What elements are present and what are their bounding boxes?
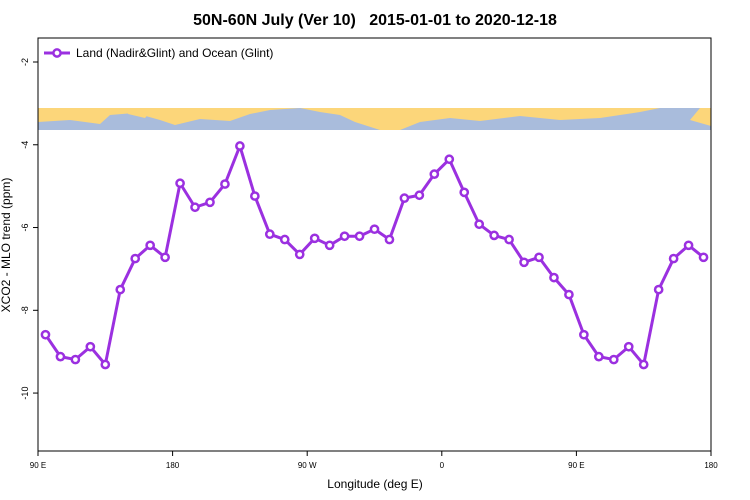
legend-marker xyxy=(52,48,62,58)
data-point xyxy=(534,252,544,263)
data-point xyxy=(160,252,170,263)
data-point xyxy=(55,351,66,362)
data-point xyxy=(175,178,185,189)
data-point xyxy=(354,231,365,242)
data-point xyxy=(324,240,335,251)
y-tick-label: -4 xyxy=(20,141,30,149)
data-point xyxy=(205,197,215,208)
data-point xyxy=(294,249,305,260)
data-point xyxy=(668,253,679,264)
data-point xyxy=(608,354,619,365)
data-point xyxy=(309,233,320,244)
data-point xyxy=(85,341,96,352)
data-point xyxy=(519,257,529,268)
data-point xyxy=(40,329,51,340)
legend-label: Land (Nadir&Glint) and Ocean (Glint) xyxy=(76,46,273,60)
data-point xyxy=(339,231,350,242)
x-tick-label: 180 xyxy=(166,461,180,470)
data-point xyxy=(638,359,649,370)
data-point xyxy=(115,284,126,295)
data-point xyxy=(593,351,604,362)
y-tick-label: -10 xyxy=(20,387,30,400)
data-point xyxy=(683,240,694,251)
data-point xyxy=(145,240,156,251)
data-point xyxy=(564,289,574,300)
data-point xyxy=(369,224,380,235)
data-point xyxy=(444,154,455,165)
data-point xyxy=(429,169,440,179)
series-line xyxy=(44,144,705,367)
chart-title: 50N-60N July (Ver 10) 2015-01-01 to 2020… xyxy=(193,12,557,29)
data-point xyxy=(623,341,634,352)
data-point xyxy=(220,179,230,189)
data-point xyxy=(279,234,290,245)
y-tick-label: -8 xyxy=(20,306,30,314)
y-tick-label: -6 xyxy=(20,224,30,232)
map-band xyxy=(38,108,711,130)
data-point xyxy=(579,329,589,340)
x-tick-label: 90 E xyxy=(30,461,46,470)
x-tick-label: 180 xyxy=(704,461,718,470)
data-point xyxy=(549,272,559,283)
data-point xyxy=(414,190,425,201)
data-point xyxy=(474,219,485,230)
x-axis-label: Longitude (deg E) xyxy=(327,477,422,491)
data-point xyxy=(653,284,664,295)
plot-frame xyxy=(37,37,712,452)
data-point xyxy=(399,193,410,204)
data-point xyxy=(130,253,141,264)
x-tick-label: 0 xyxy=(440,461,445,470)
y-tick-label: -2 xyxy=(20,58,30,66)
data-point xyxy=(459,187,470,198)
x-tick-label: 90 W xyxy=(298,461,317,470)
data-point xyxy=(235,141,245,151)
data-point xyxy=(698,252,709,263)
x-tick-label: 90 E xyxy=(568,461,584,470)
data-point xyxy=(100,359,111,370)
y-axis-label: XCO2 - MLO trend (ppm) xyxy=(0,178,13,313)
data-point xyxy=(384,234,395,245)
data-point xyxy=(70,354,81,365)
data-point xyxy=(190,202,200,213)
data-point xyxy=(504,234,514,245)
data-point xyxy=(489,230,499,241)
data-point xyxy=(264,229,275,240)
data-point xyxy=(250,191,260,201)
